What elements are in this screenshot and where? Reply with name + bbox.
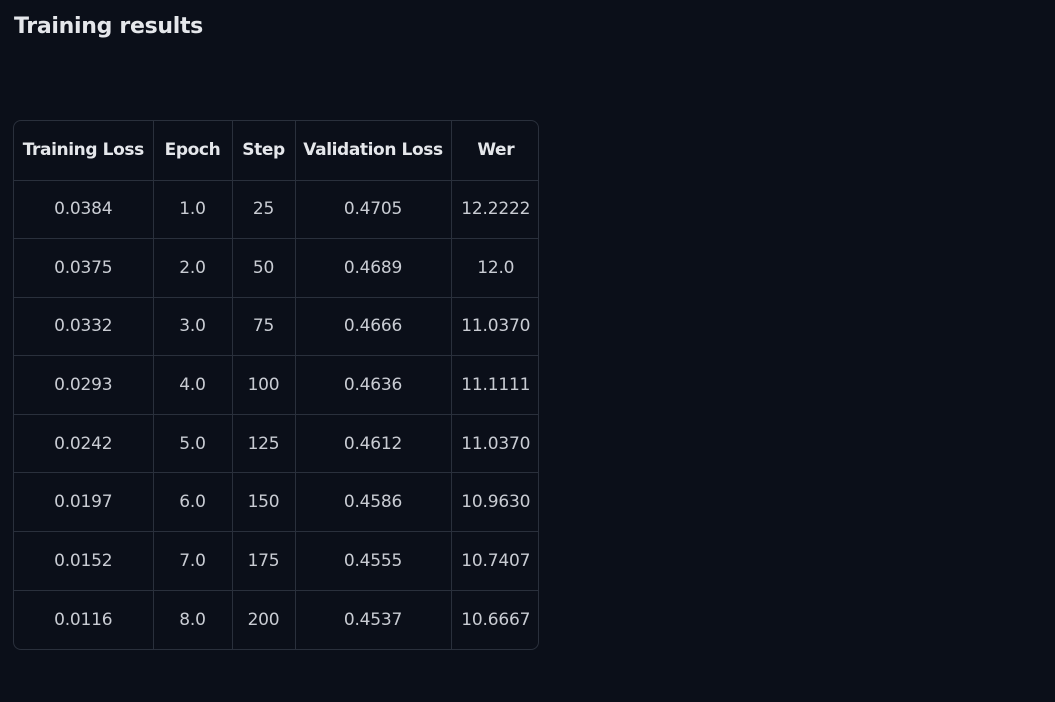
cell-validation-loss: 0.4612 <box>295 414 452 474</box>
table-row: 0.0293 4.0 100 0.4636 11.1111 <box>14 355 538 415</box>
header-step: Step <box>232 121 296 181</box>
cell-epoch: 6.0 <box>153 472 233 533</box>
cell-step: 100 <box>232 355 296 415</box>
cell-validation-loss: 0.4636 <box>295 355 452 415</box>
cell-validation-loss: 0.4586 <box>295 472 452 533</box>
training-results-table: Training Loss Epoch Step Validation Loss… <box>13 120 539 650</box>
cell-validation-loss: 0.4555 <box>295 531 452 591</box>
cell-training-loss: 0.0332 <box>14 297 154 357</box>
cell-epoch: 4.0 <box>153 355 233 415</box>
cell-training-loss: 0.0293 <box>14 355 154 415</box>
cell-step: 125 <box>232 414 296 474</box>
table-row: 0.0116 8.0 200 0.4537 10.6667 <box>14 590 538 649</box>
cell-step: 25 <box>232 180 296 240</box>
cell-wer: 10.7407 <box>451 531 538 591</box>
cell-training-loss: 0.0152 <box>14 531 154 591</box>
cell-epoch: 8.0 <box>153 590 233 649</box>
header-training-loss: Training Loss <box>14 121 154 181</box>
cell-training-loss: 0.0384 <box>14 180 154 240</box>
cell-step: 75 <box>232 297 296 357</box>
table-row: 0.0242 5.0 125 0.4612 11.0370 <box>14 414 538 474</box>
table-row: 0.0384 1.0 25 0.4705 12.2222 <box>14 180 538 240</box>
cell-training-loss: 0.0375 <box>14 238 154 298</box>
header-validation-loss: Validation Loss <box>295 121 452 181</box>
cell-wer: 10.9630 <box>451 472 538 533</box>
cell-wer: 11.0370 <box>451 414 538 474</box>
cell-validation-loss: 0.4537 <box>295 590 452 649</box>
table-row: 0.0375 2.0 50 0.4689 12.0 <box>14 238 538 298</box>
cell-epoch: 1.0 <box>153 180 233 240</box>
cell-wer: 11.0370 <box>451 297 538 357</box>
cell-training-loss: 0.0197 <box>14 472 154 533</box>
header-epoch: Epoch <box>153 121 233 181</box>
page-title: Training results <box>14 14 203 39</box>
cell-step: 175 <box>232 531 296 591</box>
cell-validation-loss: 0.4689 <box>295 238 452 298</box>
cell-step: 200 <box>232 590 296 649</box>
header-wer: Wer <box>451 121 538 181</box>
table-row: 0.0152 7.0 175 0.4555 10.7407 <box>14 531 538 591</box>
table-row: 0.0197 6.0 150 0.4586 10.9630 <box>14 472 538 533</box>
cell-wer: 11.1111 <box>451 355 538 415</box>
cell-wer: 12.2222 <box>451 180 538 240</box>
cell-epoch: 3.0 <box>153 297 233 357</box>
cell-epoch: 2.0 <box>153 238 233 298</box>
cell-epoch: 7.0 <box>153 531 233 591</box>
cell-validation-loss: 0.4666 <box>295 297 452 357</box>
cell-wer: 12.0 <box>451 238 538 298</box>
table-row: 0.0332 3.0 75 0.4666 11.0370 <box>14 297 538 357</box>
cell-training-loss: 0.0116 <box>14 590 154 649</box>
cell-training-loss: 0.0242 <box>14 414 154 474</box>
table-header-row: Training Loss Epoch Step Validation Loss… <box>14 121 538 181</box>
cell-epoch: 5.0 <box>153 414 233 474</box>
cell-step: 150 <box>232 472 296 533</box>
cell-validation-loss: 0.4705 <box>295 180 452 240</box>
cell-wer: 10.6667 <box>461 609 531 630</box>
cell-step: 50 <box>232 238 296 298</box>
